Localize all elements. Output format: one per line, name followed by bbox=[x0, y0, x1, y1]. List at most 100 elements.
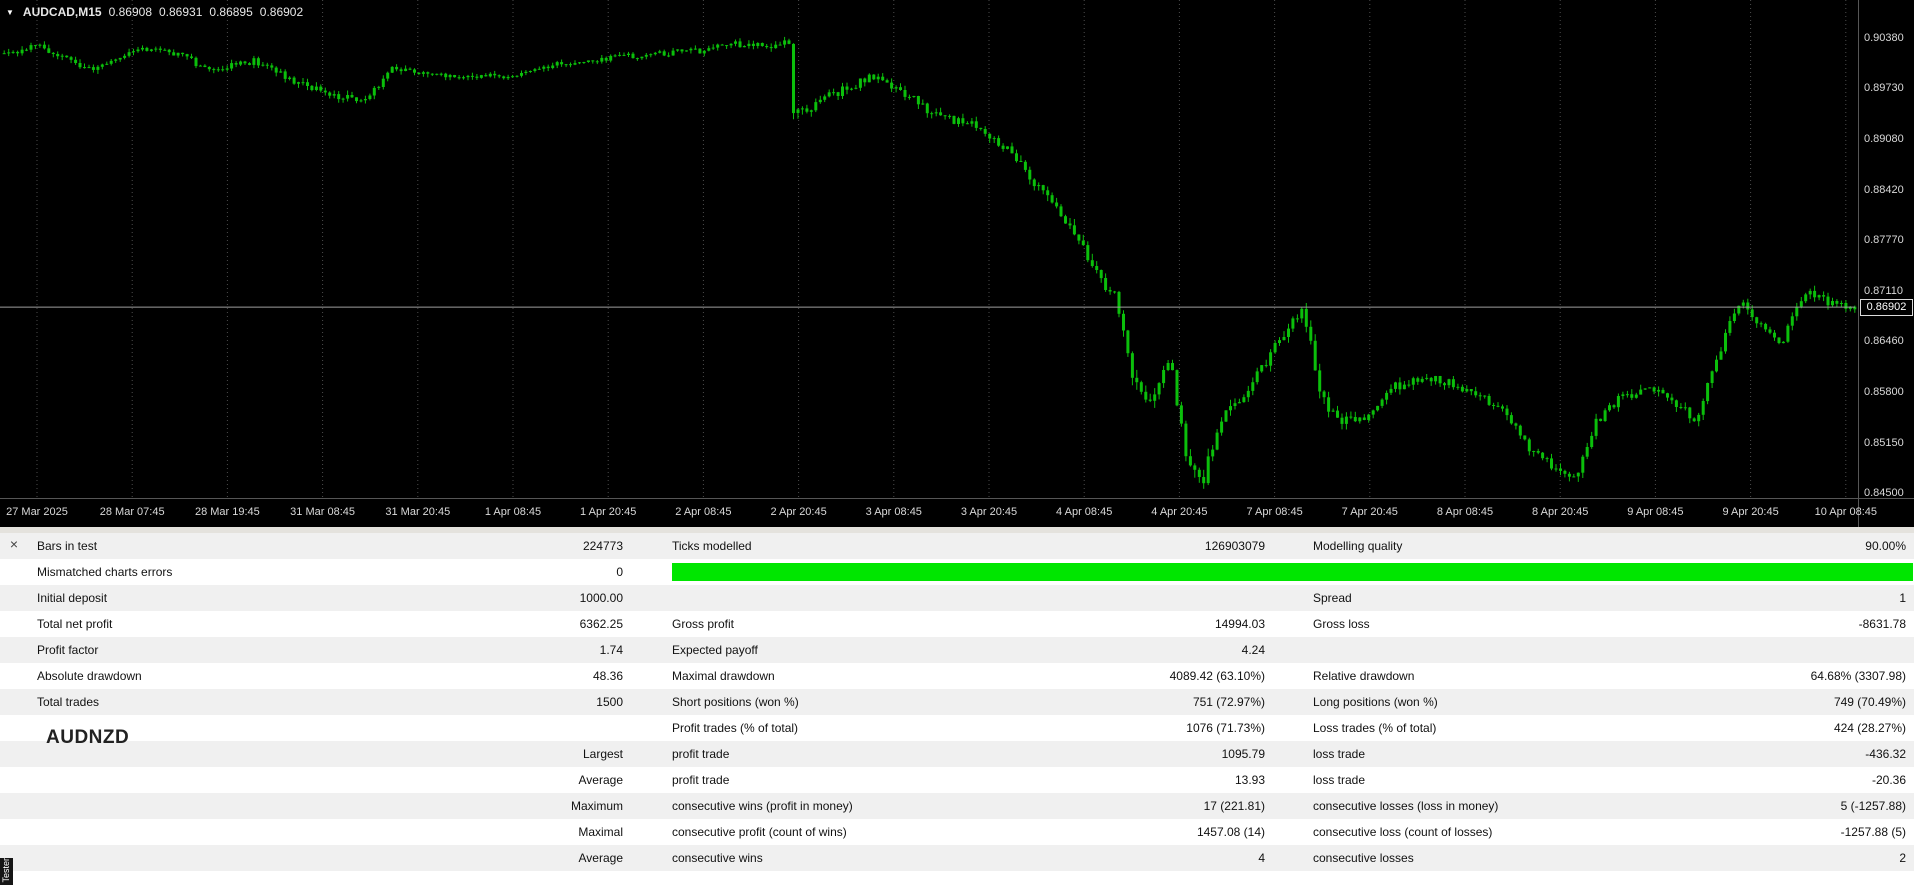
metric-label: Total trades bbox=[37, 695, 100, 709]
metric-label: Ticks modelled bbox=[672, 539, 752, 553]
chart-collapse-icon[interactable]: ▼ bbox=[6, 7, 14, 17]
price-axis-label: 0.85800 bbox=[1864, 386, 1904, 399]
metric-value: 5 (-1257.88) bbox=[1840, 799, 1906, 813]
metric-value: 424 (28.27%) bbox=[1833, 721, 1906, 735]
price-axis-label: 0.86460 bbox=[1864, 335, 1904, 348]
report-row: Average profit trade 13.93 loss trade -20.36 bbox=[0, 767, 1914, 793]
close-icon[interactable]: × bbox=[9, 536, 19, 552]
metric-value: 1.74 bbox=[599, 643, 623, 657]
tester-panel-tab[interactable]: Tester bbox=[0, 858, 13, 885]
metric-label: Initial deposit bbox=[37, 591, 108, 605]
metric-label: loss trade bbox=[1313, 773, 1366, 787]
metric-label: consecutive losses (loss in money) bbox=[1313, 799, 1499, 813]
metric-value: -1257.88 (5) bbox=[1840, 825, 1906, 839]
metric-value: -20.36 bbox=[1871, 773, 1906, 787]
price-axis-label: 0.84500 bbox=[1864, 487, 1904, 499]
metric-value: Average bbox=[578, 851, 623, 865]
tester-tab-label: Tester bbox=[1, 858, 11, 883]
price-axis-label: 0.87770 bbox=[1864, 233, 1904, 246]
report-row: Profit factor 1.74 Expected payoff 4.24 bbox=[0, 637, 1914, 663]
time-axis-label: 8 Apr 08:45 bbox=[1436, 506, 1494, 518]
chart-header: ▼ AUDCAD,M15 0.86908 0.86931 0.86895 0.8… bbox=[6, 5, 303, 19]
report-row: Largest profit trade 1095.79 loss trade -436… bbox=[0, 741, 1914, 767]
candlestick-chart[interactable] bbox=[0, 0, 1858, 498]
chart-symbol-timeframe: AUDCAD,M15 bbox=[22, 5, 102, 19]
metric-value: 1000.00 bbox=[579, 591, 623, 605]
time-axis-label: 8 Apr 20:45 bbox=[1532, 506, 1589, 518]
metric-label: Gross loss bbox=[1313, 617, 1370, 631]
time-axis-label: 27 Mar 2025 bbox=[6, 506, 68, 518]
time-axis[interactable]: 27 Mar 2025 28 Mar 07:45 28 Mar 19:45 31 Ma… bbox=[0, 498, 1914, 527]
metric-label: consecutive losses bbox=[1313, 851, 1414, 865]
metric-label: profit trade bbox=[672, 773, 730, 787]
metric-value: 751 (72.97%) bbox=[1192, 695, 1265, 709]
metric-value: -8631.78 bbox=[1858, 617, 1906, 631]
time-axis-label: 1 Apr 20:45 bbox=[580, 506, 637, 518]
tester-results-panel: × Bars in test 224773 Ticks modelled 126903… bbox=[0, 527, 1914, 885]
time-axis-label: 1 Apr 08:45 bbox=[484, 506, 542, 518]
time-axis-label: 28 Mar 07:45 bbox=[99, 506, 165, 518]
report-row: Profit trades (% of total) 1076 (71.73%) L… bbox=[0, 715, 1914, 741]
metric-label: consecutive wins bbox=[672, 851, 763, 865]
time-axis-label: 31 Mar 08:45 bbox=[290, 506, 355, 518]
report-row: Absolute drawdown 48.36 Maximal drawdown 40… bbox=[0, 663, 1914, 689]
metric-value: 749 (70.49%) bbox=[1833, 695, 1906, 709]
metric-label: Loss trades (% of total) bbox=[1313, 721, 1437, 735]
metric-label: Gross profit bbox=[672, 617, 735, 631]
metric-value: 126903079 bbox=[1204, 539, 1265, 553]
bottom-tab-strip bbox=[0, 871, 1914, 885]
metric-label: consecutive loss (count of losses) bbox=[1313, 825, 1493, 839]
metric-value: 14994.03 bbox=[1214, 617, 1265, 631]
metric-label: consecutive wins (profit in money) bbox=[672, 799, 853, 813]
metric-value: 17 (221.81) bbox=[1203, 799, 1265, 813]
report-row: Initial deposit 1000.00 Spread 1 bbox=[0, 585, 1914, 611]
metric-label: Total net profit bbox=[37, 617, 113, 631]
time-axis-label: 4 Apr 20:45 bbox=[1151, 506, 1208, 518]
metric-label: Modelling quality bbox=[1313, 539, 1403, 553]
report-row: Bars in test 224773 Ticks modelled 12690307… bbox=[0, 533, 1914, 559]
metric-value: 64.68% (3307.98) bbox=[1810, 669, 1906, 683]
report-row: Average consecutive wins 4 consecutive loss… bbox=[0, 845, 1914, 871]
metric-label: Long positions (won %) bbox=[1313, 695, 1438, 709]
time-axis-label: 7 Apr 20:45 bbox=[1341, 506, 1398, 518]
metric-value: 4 bbox=[1258, 851, 1265, 865]
modelling-quality-bar bbox=[672, 563, 1913, 581]
metric-value: Maximum bbox=[570, 799, 623, 813]
metric-label: Spread bbox=[1313, 591, 1352, 605]
metric-label: Absolute drawdown bbox=[37, 669, 142, 683]
time-axis-label: 2 Apr 08:45 bbox=[675, 506, 732, 518]
metric-value: 1076 (71.73%) bbox=[1186, 721, 1265, 735]
metric-label: loss trade bbox=[1313, 747, 1366, 761]
price-axis-label: 0.89730 bbox=[1864, 82, 1904, 95]
metric-value: Average bbox=[578, 773, 623, 787]
metric-value: 1 bbox=[1899, 591, 1906, 605]
metric-value: 0 bbox=[616, 565, 623, 579]
quote-close: 0.86902 bbox=[259, 5, 304, 19]
metric-value: Maximal bbox=[578, 825, 623, 839]
current-price-tag: 0.86902 bbox=[1860, 299, 1913, 317]
metric-label: Bars in test bbox=[37, 539, 98, 553]
metric-label: Expected payoff bbox=[672, 643, 758, 657]
price-axis-label: 0.90380 bbox=[1864, 32, 1904, 44]
report-row: Mismatched charts errors 0 bbox=[0, 559, 1914, 585]
price-axis-label: 0.87110 bbox=[1864, 285, 1903, 298]
metric-label: Profit trades (% of total) bbox=[672, 721, 799, 735]
report-row: Maximum consecutive wins (profit in money… bbox=[0, 793, 1914, 819]
metric-value: 1095.79 bbox=[1221, 747, 1265, 761]
metric-value: 48.36 bbox=[592, 669, 623, 683]
time-axis-label: 3 Apr 08:45 bbox=[865, 506, 922, 518]
price-axis-label: 0.89080 bbox=[1864, 132, 1904, 145]
price-axis-label: 0.85150 bbox=[1864, 436, 1904, 449]
price-axis[interactable]: 0.86902 0.90380 0.89730 0.89080 0.88420 0.87… bbox=[1858, 0, 1914, 527]
symbol-label: AUDNZD bbox=[46, 727, 130, 748]
time-axis-label: 9 Apr 08:45 bbox=[1627, 506, 1684, 518]
time-axis-label: 2 Apr 20:45 bbox=[770, 506, 827, 518]
metric-value: 4089.42 (63.10%) bbox=[1169, 669, 1265, 683]
metric-value: Largest bbox=[582, 747, 623, 761]
time-axis-label: 10 Apr 08:45 bbox=[1814, 506, 1877, 518]
metric-label: Maximal drawdown bbox=[672, 669, 775, 683]
metric-value: 90.00% bbox=[1865, 539, 1906, 553]
report-row: Maximal consecutive profit (count of wins… bbox=[0, 819, 1914, 845]
time-axis-label: 31 Mar 20:45 bbox=[385, 506, 451, 518]
